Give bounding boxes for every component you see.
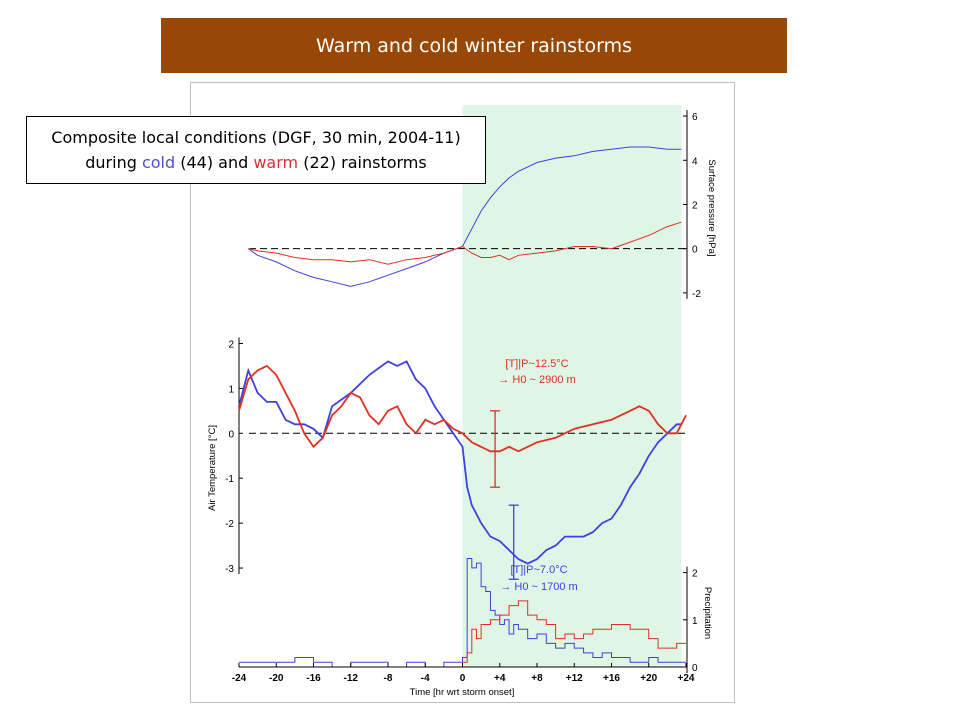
pressure-series-warm <box>248 221 682 265</box>
x-tick-label: -12 <box>344 673 359 684</box>
pressure-y-label: Surface pressure [hPa] <box>706 159 717 256</box>
temperature-y-label: Air Temperature [°C] <box>207 425 218 511</box>
x-tick-label: -24 <box>232 673 247 684</box>
x-tick-label: -8 <box>384 673 393 684</box>
precipitation-y-label: Precipitation <box>702 587 713 639</box>
callout-box: Composite local conditions (DGF, 30 min,… <box>26 116 486 184</box>
pressure-y-tick-label: 0 <box>692 245 698 256</box>
x-tick-label: +24 <box>678 673 695 684</box>
callout-line2: during cold (44) and warm (22) rainstorm… <box>27 150 485 175</box>
temperature-series-warm <box>238 364 687 453</box>
temperature-y-tick-label: -1 <box>225 474 234 485</box>
callout-cold-word: cold <box>141 153 176 172</box>
x-tick-label: +8 <box>531 673 543 684</box>
x-tick-label: +16 <box>603 673 620 684</box>
storm-shade-region <box>462 105 682 667</box>
annotation-cold-line2: → H0 ~ 1700 m <box>500 581 577 593</box>
precipitation-y-tick-label: 0 <box>692 663 698 674</box>
annotation-warm-line1: [T]|P~12.5°C <box>505 358 568 370</box>
composite-chart: 6 4 2 0 -2 Surface pressure [hPa] 2 1 0 -1 -2 -3 Air… <box>207 105 717 698</box>
x-tick-label: +20 <box>640 673 657 684</box>
temperature-y-tick-label: -2 <box>225 519 234 530</box>
x-tick-label: -4 <box>421 673 430 684</box>
x-tick-label: -16 <box>306 673 321 684</box>
callout-mid: (44) and <box>175 153 254 172</box>
pressure-y-tick-label: 6 <box>692 112 698 123</box>
x-tick-label: 0 <box>460 673 466 684</box>
temperature-y-tick-label: 0 <box>228 429 234 440</box>
precipitation-series-warm <box>239 600 686 668</box>
temperature-series-cold <box>238 360 682 565</box>
temperature-y-tick-label: -3 <box>225 564 234 575</box>
slide-title: Warm and cold winter rainstorms <box>316 34 632 57</box>
callout-line1: Composite local conditions (DGF, 30 min,… <box>51 128 461 147</box>
x-tick-label: -20 <box>269 673 284 684</box>
annotation-cold-line1: [T]|P~7.0°C <box>510 564 567 576</box>
slide-title-bar: Warm and cold winter rainstorms <box>161 18 787 73</box>
callout-post: (22) rainstorms <box>298 153 427 172</box>
precipitation-y-tick-label: 2 <box>692 569 698 580</box>
precipitation-y-tick-label: 1 <box>692 616 698 627</box>
temperature-y-tick-label: 2 <box>228 339 234 350</box>
temperature-y-tick-label: 1 <box>228 384 234 395</box>
figure-panel: 6 4 2 0 -2 Surface pressure [hPa] 2 1 0 -1 -2 -3 Air… <box>190 82 735 703</box>
pressure-y-tick-label: 2 <box>692 200 698 211</box>
pressure-y-tick-label: -2 <box>692 289 701 300</box>
x-tick-label: +12 <box>566 673 583 684</box>
callout-warm-word: warm <box>253 153 299 172</box>
annotation-warm-line2: → H0 ~ 2900 m <box>498 374 575 386</box>
x-axis-label: Time [hr wrt storm onset] <box>410 687 515 698</box>
x-tick-label: +4 <box>494 673 506 684</box>
pressure-y-tick-label: 4 <box>692 156 698 167</box>
callout-pre: during <box>85 153 142 172</box>
pressure-series-cold <box>248 146 682 287</box>
